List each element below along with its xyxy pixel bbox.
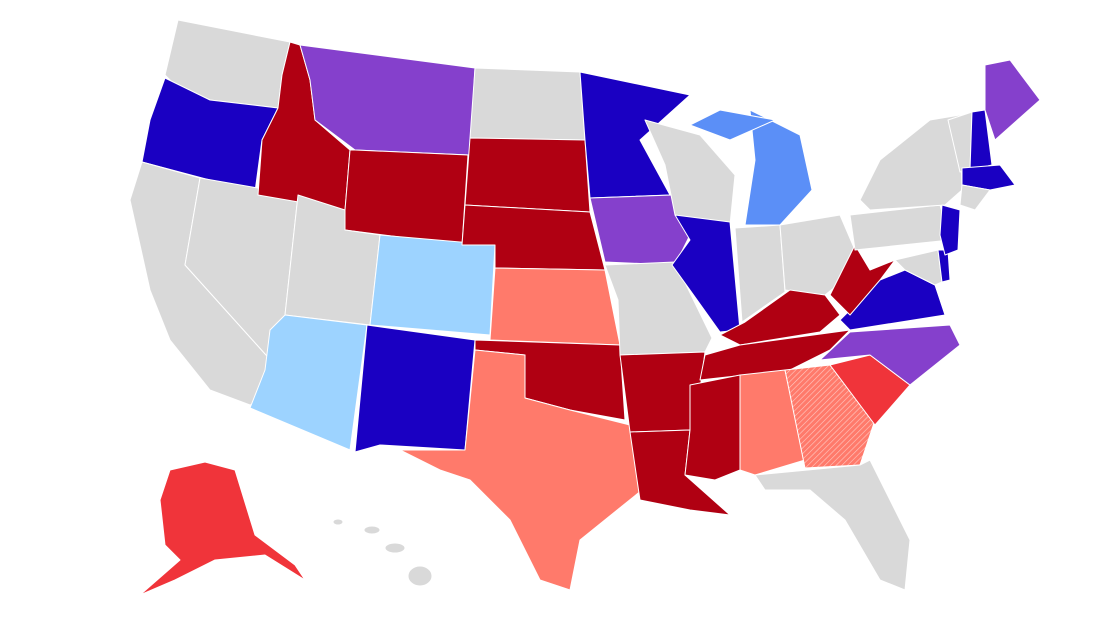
hawaii-island[interactable] bbox=[363, 525, 381, 535]
state[interactable] bbox=[671, 214, 741, 333]
state[interactable] bbox=[489, 267, 621, 346]
state[interactable] bbox=[819, 324, 961, 386]
state-hatch bbox=[785, 365, 875, 468]
state[interactable] bbox=[734, 224, 786, 323]
state[interactable] bbox=[689, 109, 776, 141]
hawaii-island[interactable] bbox=[407, 565, 433, 587]
state[interactable] bbox=[739, 369, 806, 476]
state[interactable] bbox=[754, 459, 911, 591]
hawaii-island[interactable] bbox=[332, 518, 344, 526]
state[interactable] bbox=[464, 137, 591, 213]
state[interactable] bbox=[399, 349, 643, 591]
state[interactable] bbox=[141, 77, 279, 193]
state[interactable] bbox=[344, 149, 469, 246]
state[interactable] bbox=[139, 461, 306, 596]
state[interactable] bbox=[369, 234, 496, 336]
state[interactable] bbox=[969, 109, 993, 171]
state[interactable] bbox=[684, 374, 741, 481]
state[interactable] bbox=[961, 164, 1016, 191]
state[interactable] bbox=[984, 59, 1041, 141]
state[interactable] bbox=[354, 324, 476, 453]
hawaii-island[interactable] bbox=[384, 542, 406, 554]
state[interactable] bbox=[894, 249, 943, 286]
state[interactable] bbox=[939, 204, 961, 256]
state[interactable] bbox=[859, 114, 963, 211]
state[interactable] bbox=[959, 184, 991, 211]
state[interactable] bbox=[469, 67, 586, 141]
states bbox=[129, 19, 1041, 596]
state[interactable] bbox=[849, 204, 951, 251]
